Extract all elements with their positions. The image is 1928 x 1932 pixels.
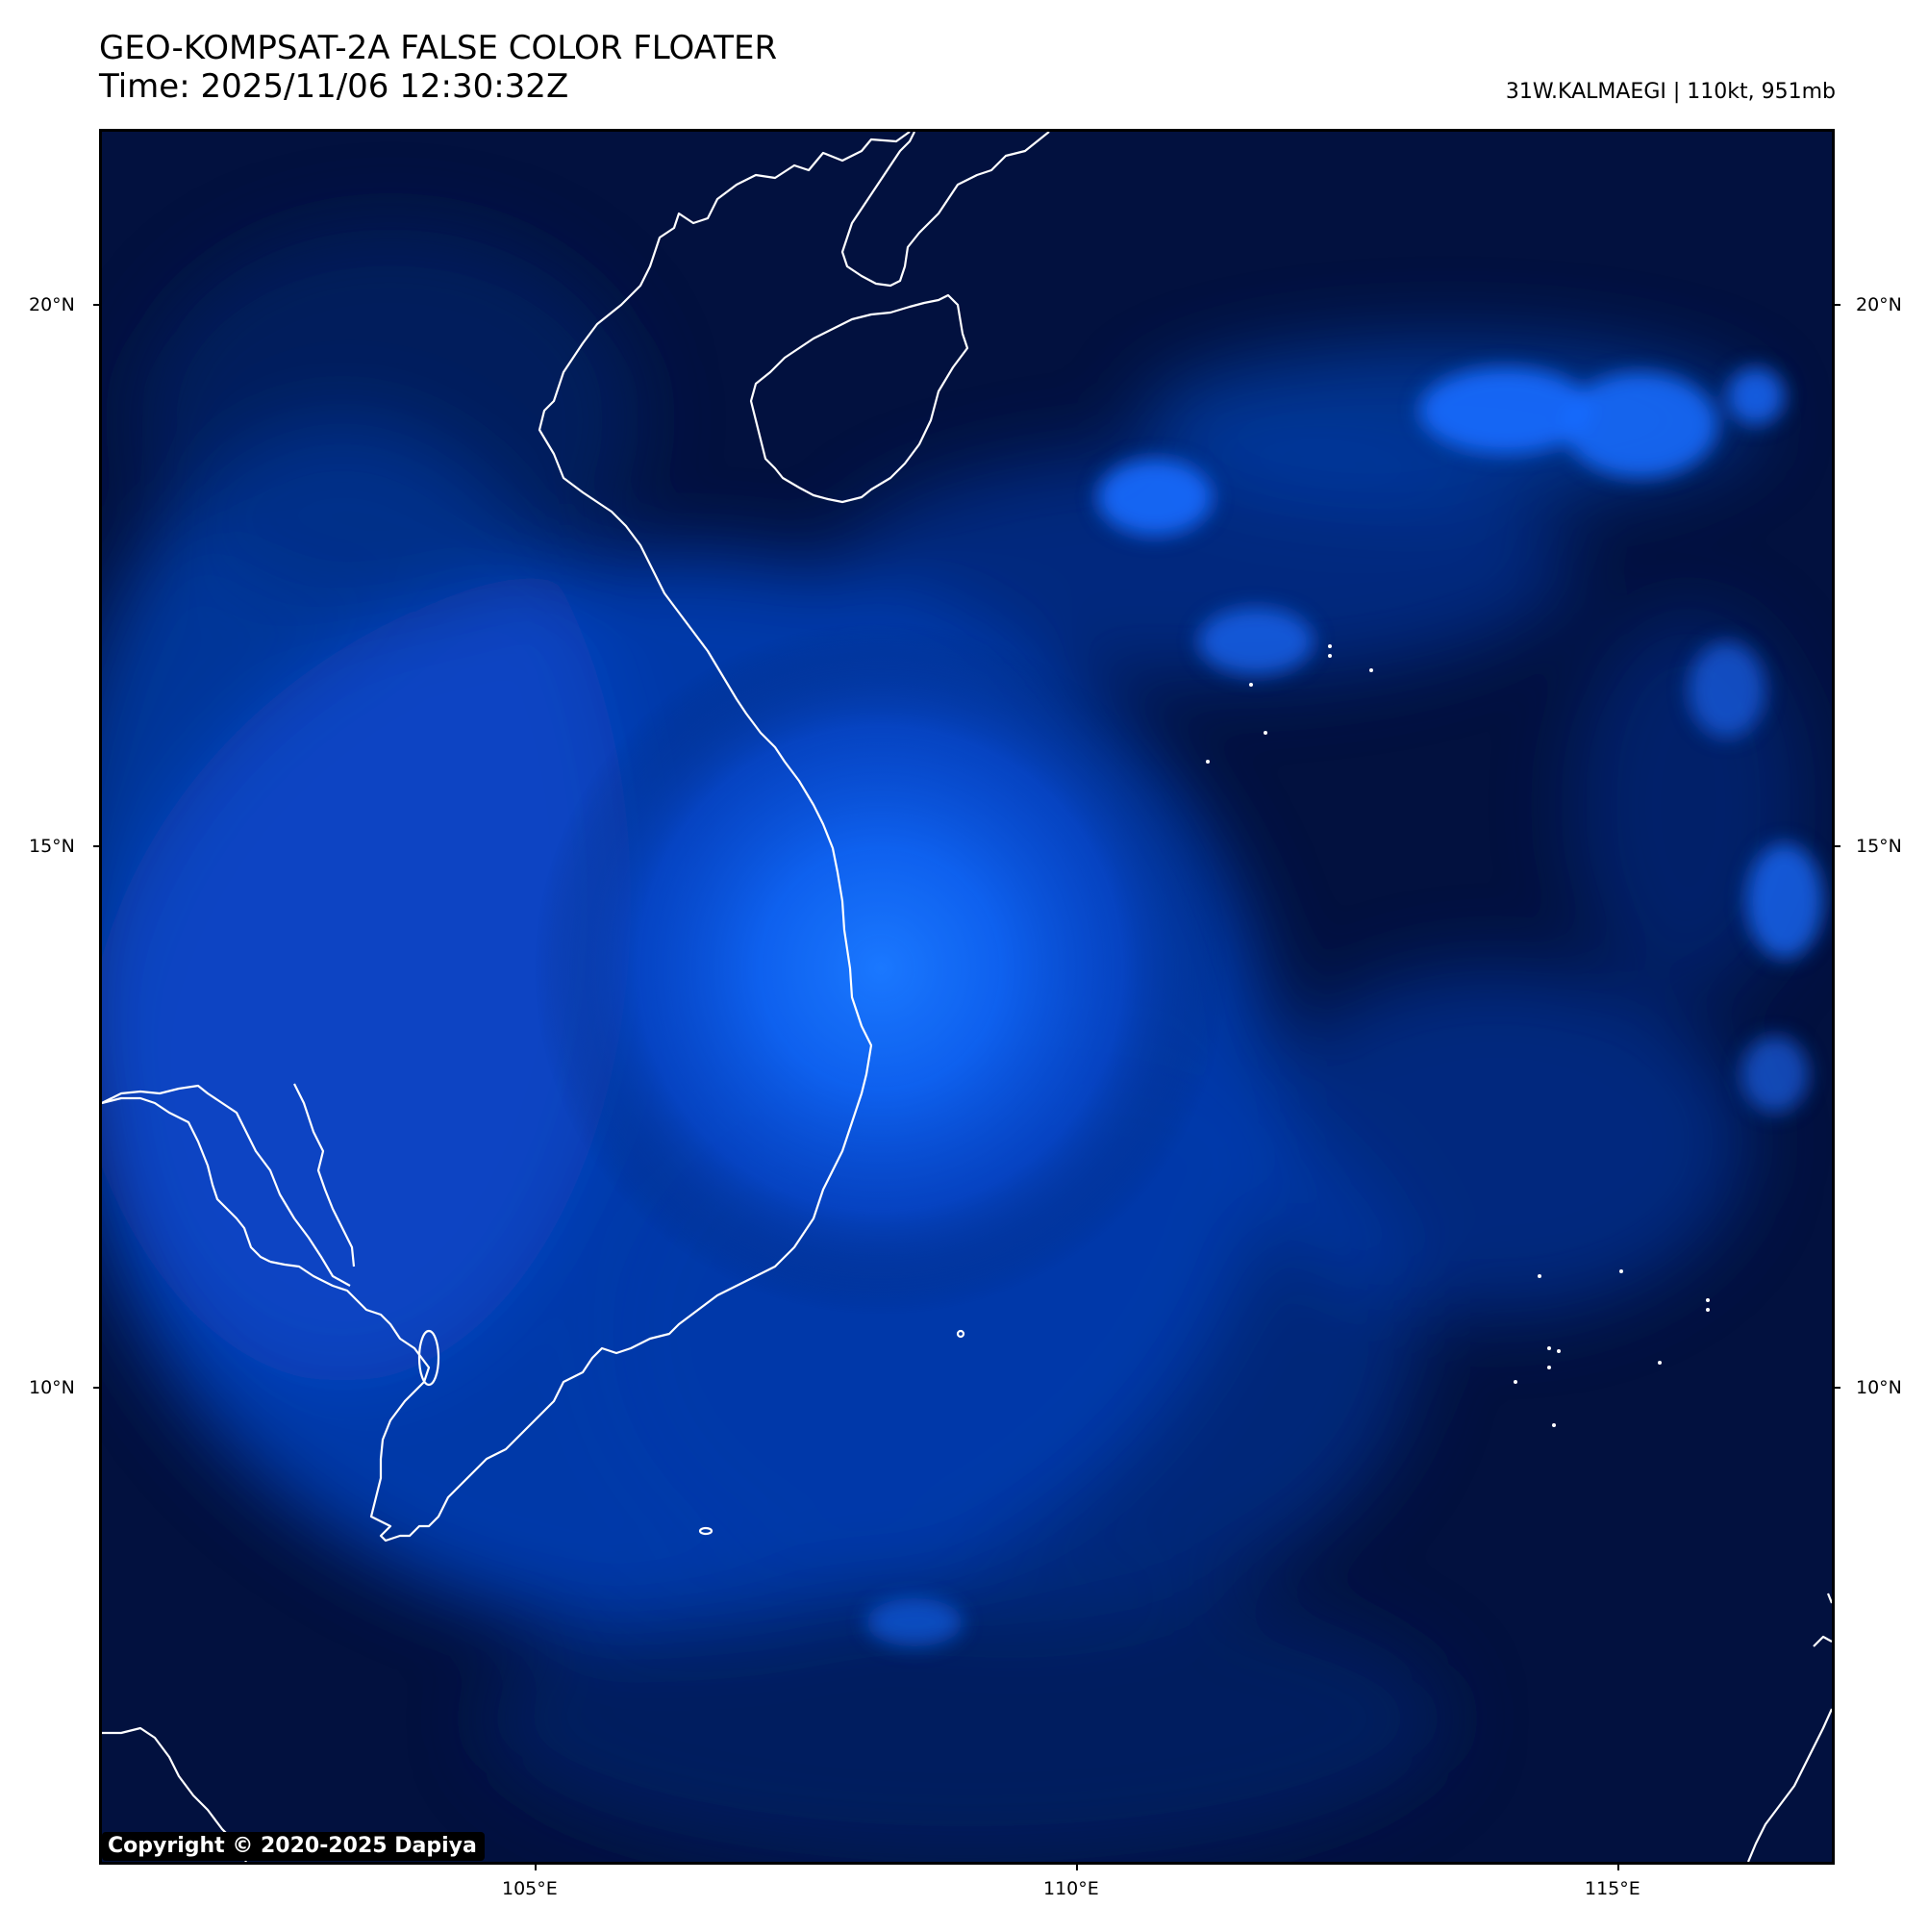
island-phu-quoc [417,1329,440,1387]
lat-tick-10-left: 10°N [29,1377,75,1398]
lat-tick-20-left: 20°N [29,294,75,315]
tick-mark [93,1387,99,1389]
lat-tick-20-right: 20°N [1856,294,1902,315]
lon-tick-115: 115°E [1585,1878,1640,1899]
chart-title: GEO-KOMPSAT-2A FALSE COLOR FLOATER [99,29,778,67]
coastlines [102,132,1832,1862]
coastline-gulf-of-thailand [102,1096,271,1263]
tick-mark [1835,304,1840,306]
tick-mark [1617,1865,1619,1870]
tick-mark [535,1865,537,1870]
coastline-borneo-inner [1813,1593,1832,1647]
coastline-hainan [749,293,969,504]
lon-tick-105: 105°E [502,1878,558,1899]
chart-timestamp: Time: 2025/11/06 12:30:32Z [99,67,569,106]
island-ly-son [956,1329,965,1339]
satellite-map [99,129,1835,1865]
coastline-leizhou [840,132,1050,288]
tick-mark [1835,1387,1840,1389]
island-con-dao [698,1526,714,1536]
storm-core [535,622,1227,1315]
lon-tick-110: 110°E [1043,1878,1099,1899]
copyright-label: Copyright © 2020-2025 Dapiya [102,1832,485,1861]
convective-cells [866,367,1823,1646]
tick-mark [93,845,99,847]
tick-mark [1076,1865,1078,1870]
lat-tick-15-right: 15°N [1856,836,1902,857]
coastline-borneo [1746,1708,1832,1862]
coastline-thailand [102,1084,351,1287]
lat-tick-10-right: 10°N [1856,1377,1902,1398]
coastline-indochina [269,132,911,1543]
tick-mark [1835,845,1840,847]
tick-mark [93,304,99,306]
small-islands [1206,644,1710,1427]
storm-info: 31W.KALMAEGI | 110kt, 951mb [1505,80,1836,104]
lat-tick-15-left: 15°N [29,836,75,857]
satellite-image [102,132,1832,1862]
